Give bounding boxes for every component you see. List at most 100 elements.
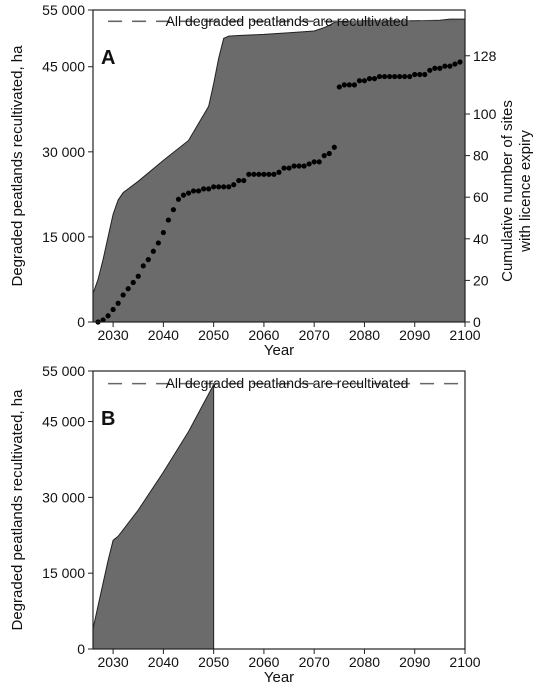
scatter-point xyxy=(226,184,232,190)
scatter-point xyxy=(331,144,337,150)
scatter-point xyxy=(412,71,418,78)
y-tick-label: 55 000 xyxy=(42,2,85,18)
x-tick-label: 2090 xyxy=(399,327,430,343)
scatter-point xyxy=(241,177,247,184)
scatter-point xyxy=(301,163,307,169)
scatter-point xyxy=(386,73,393,80)
y2-tick-label: 100 xyxy=(473,106,497,122)
scatter-point xyxy=(291,163,297,169)
scatter-point xyxy=(216,184,222,190)
scatter-point xyxy=(256,171,262,177)
y2-tick-label: 40 xyxy=(473,231,489,247)
scatter-point xyxy=(185,190,192,196)
y-tick-label: 0 xyxy=(77,641,85,657)
scatter-point xyxy=(130,279,136,286)
scatter-point xyxy=(381,73,388,80)
x-tick-label: 2070 xyxy=(299,654,330,670)
scatter-point xyxy=(236,177,242,184)
scatter-point xyxy=(150,248,156,254)
scatter-point xyxy=(170,207,177,213)
scatter-point xyxy=(271,171,277,177)
scatter-point xyxy=(105,313,111,319)
scatter-point xyxy=(397,73,403,80)
x-tick-label: 2040 xyxy=(148,654,179,670)
reference-line-label: All degraded peatlands are recultivated xyxy=(166,375,409,391)
x-tick-label: 2060 xyxy=(248,654,279,670)
y2-axis-title-line: Cumulative number of sites xyxy=(499,100,516,282)
scatter-point xyxy=(200,186,207,192)
scatter-point xyxy=(311,159,317,165)
scatter-point xyxy=(452,61,458,67)
scatter-point xyxy=(376,73,383,80)
scatter-point xyxy=(155,240,161,246)
scatter-point xyxy=(326,150,332,157)
panel-label: A xyxy=(101,47,115,69)
x-tick-label: 2040 xyxy=(148,327,179,343)
scatter-point xyxy=(417,71,423,78)
scatter-point xyxy=(442,63,448,69)
scatter-point xyxy=(392,73,398,80)
scatter-point xyxy=(402,73,408,80)
x-axis-title: Year xyxy=(264,342,294,359)
scatter-point xyxy=(266,171,272,177)
scatter-point xyxy=(145,257,151,263)
y2-axis-title-line: with licence expiry xyxy=(517,130,534,253)
x-tick-label: 2080 xyxy=(349,327,380,343)
scatter-point xyxy=(195,188,202,194)
y2-tick-label: 80 xyxy=(473,148,489,164)
scatter-point xyxy=(371,76,378,82)
scatter-point xyxy=(140,263,146,269)
y2-tick-label: 0 xyxy=(473,314,481,330)
x-tick-label: 2090 xyxy=(399,654,430,670)
scatter-point xyxy=(231,182,237,188)
scatter-point xyxy=(281,165,287,171)
y-tick-label: 15 000 xyxy=(42,229,85,245)
scatter-point xyxy=(125,286,131,292)
y-tick-label: 30 000 xyxy=(42,144,85,160)
scatter-point xyxy=(206,186,212,192)
scatter-point xyxy=(160,229,166,236)
scatter-point xyxy=(427,67,433,73)
scatter-point xyxy=(286,165,292,171)
y-tick-label: 45 000 xyxy=(42,59,85,75)
x-tick-label: 2080 xyxy=(349,654,380,670)
y2-tick-label: 128 xyxy=(473,48,497,64)
scatter-point xyxy=(211,184,217,190)
scatter-point xyxy=(306,161,312,167)
x-tick-label: 2100 xyxy=(449,654,480,670)
plot-frame xyxy=(92,9,466,323)
y2-tick-label: 60 xyxy=(473,189,489,205)
y-tick-label: 0 xyxy=(77,314,85,330)
x-axis-title: Year xyxy=(264,669,294,686)
panel-a-chart: All degraded peatlands are recultivated A… xyxy=(9,2,534,359)
scatter-point xyxy=(407,73,413,80)
x-tick-label: 2050 xyxy=(198,654,229,670)
scatter-point xyxy=(135,273,141,279)
scatter-point xyxy=(321,153,327,159)
scatter-point xyxy=(175,196,182,202)
scatter-point xyxy=(115,300,121,306)
y-tick-label: 45 000 xyxy=(42,414,85,430)
y-tick-label: 30 000 xyxy=(42,489,85,505)
scatter-point xyxy=(261,171,267,177)
scatter-point xyxy=(190,188,197,194)
scatter-point xyxy=(120,292,126,298)
scatter-point xyxy=(361,78,368,84)
scatter-point xyxy=(336,84,342,90)
scatter-point xyxy=(296,163,302,169)
x-tick-label: 2050 xyxy=(198,327,229,343)
y-axis-title: Degraded peatlands recultivated, ha xyxy=(9,389,26,631)
scatter-point xyxy=(251,171,257,177)
x-tick-label: 2030 xyxy=(98,327,129,343)
x-tick-label: 2030 xyxy=(98,654,129,670)
y-axis-title: Degraded peatlands recultivated, ha xyxy=(9,45,26,287)
panel-label: B xyxy=(101,408,115,430)
scatter-point xyxy=(346,82,352,88)
scatter-point xyxy=(316,159,322,165)
panel-b-chart: All degraded peatlands are recultivated B… xyxy=(9,363,481,686)
x-tick-label: 2100 xyxy=(449,327,480,343)
area-series xyxy=(92,384,215,650)
x-tick-label: 2070 xyxy=(299,327,330,343)
scatter-point xyxy=(422,71,428,78)
